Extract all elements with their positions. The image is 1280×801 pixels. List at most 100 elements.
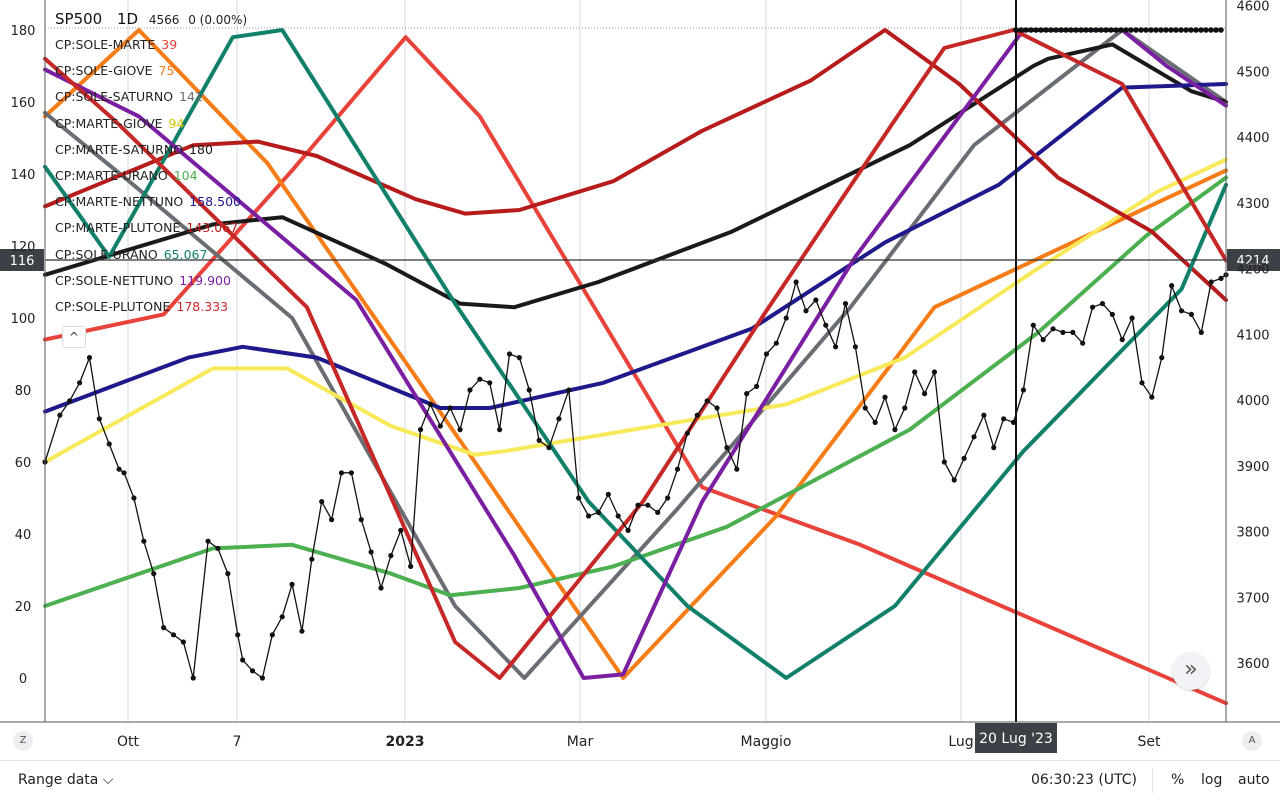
crosshair-left-label-bg xyxy=(0,249,44,271)
range-data-dropdown[interactable]: Range data ⌵ xyxy=(18,772,114,788)
right-tick-label: 3700 xyxy=(1236,591,1269,606)
price-point xyxy=(833,344,839,350)
price-point xyxy=(714,405,720,411)
price-point xyxy=(1169,283,1175,289)
price-point xyxy=(1020,387,1027,393)
price-point xyxy=(487,380,493,386)
price-point xyxy=(329,517,335,523)
legend-item[interactable]: CP:SOLE-NETTUNO 119.900 xyxy=(55,268,247,294)
price-point xyxy=(427,401,434,407)
price-point xyxy=(477,376,483,382)
legend-item-value: 178.333 xyxy=(176,299,229,315)
price-point xyxy=(526,387,532,393)
price-point xyxy=(358,517,364,523)
price-point xyxy=(417,427,424,433)
price-point xyxy=(106,441,112,447)
auto-scale-toggle[interactable]: auto xyxy=(1238,772,1270,788)
price-point xyxy=(151,571,157,577)
legend-item-name: CP:MARTE-PLUTONE xyxy=(55,220,181,236)
legend-item-name: CP:MARTE-NETTUNO xyxy=(55,194,184,210)
clock-display[interactable]: 06:30:23 (UTC) xyxy=(1031,772,1138,788)
top-marker-dot xyxy=(1183,27,1189,33)
right-tick-label: 3900 xyxy=(1236,460,1269,475)
legend-item[interactable]: CP:MARTE-SATURNO 180 xyxy=(55,137,247,163)
legend-item[interactable]: CP:MARTE-URANO 104 xyxy=(55,163,247,189)
price-point xyxy=(447,405,453,411)
price-point xyxy=(368,549,374,555)
zoom-z-button[interactable]: Z xyxy=(13,731,33,751)
x-tick-label: Maggio xyxy=(741,734,792,750)
legend-item-value: 65.067 xyxy=(163,246,208,262)
price-point xyxy=(842,301,849,307)
left-tick-label: 60 xyxy=(15,456,32,471)
x-tick-label: Ott xyxy=(117,734,140,750)
price-point xyxy=(1109,311,1115,317)
price-point xyxy=(981,412,987,418)
crosshair-date-label-bg xyxy=(975,723,1057,753)
price-point xyxy=(823,322,829,328)
legend-item[interactable]: CP:MARTE-NETTUNO 158.500 xyxy=(55,189,247,215)
price-point xyxy=(235,632,241,638)
left-tick-label: 140 xyxy=(11,168,36,183)
legend-item-name: CP:MARTE-SATURNO xyxy=(55,141,184,157)
legend-item[interactable]: CP:MARTE-PLUTONE 143.067 xyxy=(55,215,247,241)
price-point xyxy=(1070,329,1076,335)
price-point xyxy=(734,466,740,472)
price-point xyxy=(67,398,73,404)
legend-item-name: CP:SOLE-MARTE xyxy=(55,37,156,52)
top-marker-dot xyxy=(1018,27,1024,33)
auto-scale-a-button[interactable]: A xyxy=(1242,731,1262,751)
price-point xyxy=(1099,301,1106,307)
price-point xyxy=(724,445,730,451)
price-point xyxy=(753,383,760,389)
price-point xyxy=(249,668,256,674)
series-line-cp-marte-giove xyxy=(43,157,1228,464)
legend-item[interactable]: CP:SOLE-PLUTONE 178.333 xyxy=(55,294,247,320)
top-marker-dot xyxy=(1218,27,1224,33)
legend-item[interactable]: CP:SOLE-SATURNO 141 xyxy=(55,84,247,110)
top-marker-dot xyxy=(1058,27,1064,33)
top-marker-dot xyxy=(1148,27,1154,33)
legend-item[interactable]: CP:MARTE-GIOVE 94 xyxy=(55,111,247,137)
legend-item[interactable]: CP:SOLE-MARTE 39 xyxy=(55,32,247,58)
price-point xyxy=(931,369,938,375)
top-marker-dot xyxy=(1198,27,1204,33)
price-point xyxy=(1060,329,1066,335)
log-scale-toggle[interactable]: log xyxy=(1201,772,1223,788)
price-point xyxy=(803,308,809,314)
series-line-cp-marte-nettuno xyxy=(43,82,1228,414)
top-marker-dot xyxy=(1088,27,1094,33)
legend-item[interactable]: CP:SOLE-URANO 65.067 xyxy=(55,242,247,268)
top-marker-dot xyxy=(1078,27,1084,33)
top-marker-dot xyxy=(1073,27,1079,33)
right-tick-label: 3600 xyxy=(1236,657,1269,672)
price-point xyxy=(971,434,977,440)
series-line-cp-sole-nettuno xyxy=(43,28,1228,680)
scroll-to-realtime-button[interactable]: » xyxy=(1172,652,1210,690)
collapse-legend-button[interactable]: ^ xyxy=(62,326,86,348)
price-point xyxy=(1178,308,1185,314)
top-marker-dot xyxy=(1098,27,1104,33)
top-marker-dot xyxy=(1153,27,1159,33)
legend-item[interactable]: CP:SOLE-GIOVE 75 xyxy=(55,58,247,84)
symbol-label[interactable]: SP500 xyxy=(55,10,103,28)
bottom-toolbar: Range data ⌵ 06:30:23 (UTC) % log auto xyxy=(0,760,1280,801)
top-marker-dot xyxy=(1188,27,1194,33)
legend-item-name: CP:SOLE-SATURNO xyxy=(55,89,174,105)
price-point xyxy=(378,585,384,591)
price-point xyxy=(57,412,63,418)
price-point xyxy=(457,427,463,433)
percent-scale-toggle[interactable]: % xyxy=(1171,772,1185,788)
divider xyxy=(1152,769,1153,793)
price-point xyxy=(1001,416,1007,422)
interval-label[interactable]: 1D xyxy=(116,10,139,28)
top-marker-dot xyxy=(1093,27,1099,33)
top-marker-dot xyxy=(1213,27,1219,33)
right-tick-label: 4100 xyxy=(1236,328,1269,343)
price-point xyxy=(566,387,572,393)
price-point xyxy=(763,351,770,357)
price-point xyxy=(744,391,750,397)
price-point xyxy=(645,502,651,508)
price-point xyxy=(269,632,275,638)
